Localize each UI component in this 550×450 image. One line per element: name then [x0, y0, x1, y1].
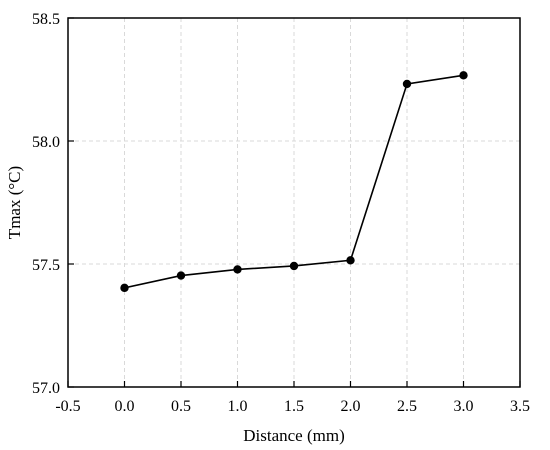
data-point — [289, 261, 299, 271]
x-tick-label: -0.5 — [55, 398, 80, 415]
x-tick-label: 2.5 — [397, 398, 417, 415]
data-point — [459, 71, 468, 80]
x-tick-label: 0.0 — [115, 398, 135, 415]
y-tick-label: 58.5 — [32, 11, 60, 28]
series-layer — [120, 71, 468, 293]
data-point — [120, 283, 129, 293]
y-axis: 57.0 57.5 58.0 58.5 — [32, 11, 74, 397]
x-tick-label: 3.5 — [510, 398, 530, 415]
x-axis: -0.5 0.0 0.5 1.0 1.5 2.0 2.5 3.0 3.5 — [55, 381, 530, 415]
x-axis-title: Distance (mm) — [243, 426, 345, 445]
x-tick-label: 3.0 — [454, 398, 474, 415]
y-tick-label: 57.5 — [32, 257, 60, 274]
grid — [68, 18, 520, 387]
y-tick-label: 57.0 — [32, 380, 60, 397]
data-point — [176, 271, 186, 280]
data-point — [346, 256, 355, 265]
x-tick-label: 1.0 — [228, 398, 248, 415]
data-point — [233, 265, 242, 274]
y-axis-title: Tmax (°C) — [5, 166, 24, 239]
x-tick-label: 2.0 — [341, 398, 361, 415]
x-tick-label: 0.5 — [171, 398, 191, 415]
y-tick-label: 58.0 — [32, 134, 60, 151]
x-tick-label: 1.5 — [284, 398, 304, 415]
data-point — [402, 79, 412, 89]
